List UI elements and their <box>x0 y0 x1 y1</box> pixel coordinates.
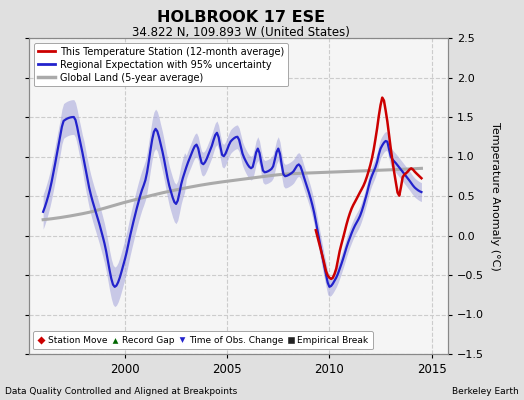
Text: Data Quality Controlled and Aligned at Breakpoints: Data Quality Controlled and Aligned at B… <box>5 387 237 396</box>
Text: 34.822 N, 109.893 W (United States): 34.822 N, 109.893 W (United States) <box>132 26 350 39</box>
Text: Berkeley Earth: Berkeley Earth <box>452 387 519 396</box>
Y-axis label: Temperature Anomaly (°C): Temperature Anomaly (°C) <box>489 122 499 270</box>
Text: HOLBROOK 17 ESE: HOLBROOK 17 ESE <box>157 10 325 25</box>
Legend: Station Move, Record Gap, Time of Obs. Change, Empirical Break: Station Move, Record Gap, Time of Obs. C… <box>34 332 373 350</box>
